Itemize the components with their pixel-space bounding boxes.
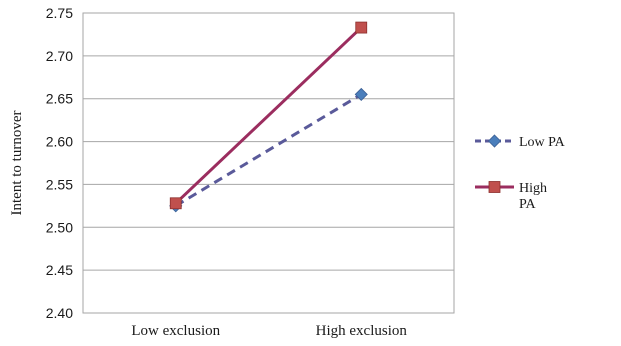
y-tick-label: 2.50 (46, 219, 73, 235)
y-axis-label: Intent to turnover (9, 111, 25, 216)
y-tick-label: 2.65 (46, 91, 73, 107)
y-tick-label: 2.40 (46, 305, 73, 321)
y-tick-labels: 2.40 2.45 2.50 2.55 2.60 2.65 2.70 2.75 (46, 5, 73, 321)
plot-area-border (82, 12, 455, 314)
y-tick-label: 2.70 (46, 48, 73, 64)
data-point (355, 21, 368, 34)
data-point (354, 87, 368, 101)
x-tick-label: Low exclusion (131, 323, 220, 339)
gridlines (83, 12, 454, 314)
x-category-labels: Low exclusion High exclusion (131, 323, 407, 339)
series-line-1 (174, 93, 363, 208)
y-tick-label: 2.55 (46, 176, 73, 192)
y-tick-label: 2.60 (46, 134, 73, 150)
legend-label: Low PA (519, 135, 566, 150)
x-tick-label: High exclusion (316, 323, 408, 339)
legend-marker (488, 181, 501, 193)
legend-label: PA (519, 197, 537, 212)
legend-marker (487, 134, 502, 148)
y-tick-label: 2.75 (46, 5, 73, 21)
series-group (169, 21, 368, 213)
series-line-2 (174, 26, 363, 205)
legend-label: High (519, 181, 547, 196)
data-point (169, 197, 182, 210)
y-tick-label: 2.45 (46, 262, 73, 278)
